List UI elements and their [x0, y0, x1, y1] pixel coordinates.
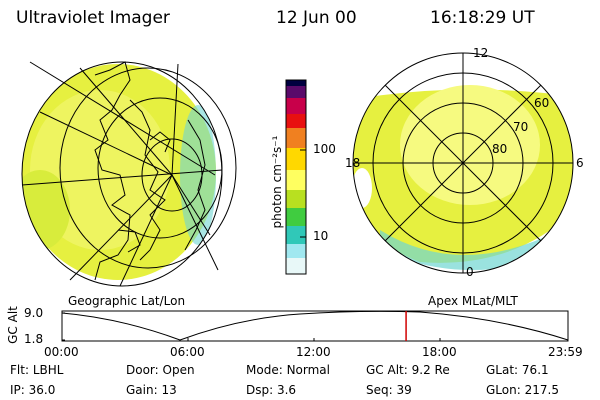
- coastlines: [94, 61, 206, 281]
- status-seq: Seq: 39: [366, 383, 412, 397]
- mlat-label-70: 70: [513, 120, 529, 134]
- mlt-label-bottom: 0: [466, 265, 474, 279]
- observation-date: 12 Jun 00: [276, 8, 357, 28]
- mlt-label-top: 12: [473, 46, 489, 60]
- time-tick-3: 18:00: [422, 345, 457, 359]
- status-filter: Flt: LBHL: [10, 363, 64, 377]
- instrument-title: Ultraviolet Imager: [16, 8, 170, 28]
- time-tick-1: 06:00: [170, 345, 205, 359]
- status-dsp: Dsp: 3.6: [246, 383, 297, 397]
- observation-time: 16:18:29 UT: [430, 8, 535, 28]
- mlat-label-80: 80: [492, 142, 508, 156]
- colorbar-unit-label: photon cm⁻²s⁻¹: [270, 135, 284, 229]
- polar-grid: [352, 52, 574, 274]
- altitude-axis-label: GC Alt: [5, 306, 20, 344]
- mlat-label-60: 60: [534, 96, 550, 110]
- time-tick-2: 12:00: [296, 345, 331, 359]
- geographic-caption: Geographic Lat/Lon: [68, 294, 186, 308]
- status-ip: IP: 36.0: [10, 383, 56, 397]
- status-glat: GLat: 76.1: [486, 363, 549, 377]
- status-gain: Gain: 13: [126, 383, 177, 397]
- polar-caption: Apex MLat/MLT: [428, 294, 518, 308]
- status-door: Door: Open: [126, 363, 195, 377]
- colorbar-tick-100: 100: [313, 142, 336, 156]
- time-tick-4: 23:59: [548, 345, 583, 359]
- geographic-grid: [21, 61, 237, 287]
- altitude-tick-high: 9.0: [24, 306, 44, 320]
- mlt-label-right: 6: [576, 156, 584, 170]
- status-gc-alt: GC Alt: 9.2 Re: [366, 363, 450, 377]
- altitude-plot: [61, 310, 569, 342]
- colorbar: [285, 79, 307, 275]
- status-mode: Mode: Normal: [246, 363, 330, 377]
- altitude-tick-low: 1.8: [24, 332, 44, 346]
- mlt-label-left: 18: [345, 156, 361, 170]
- colorbar-tick-10: 10: [313, 229, 329, 243]
- status-glon: GLon: 217.5: [486, 383, 559, 397]
- time-tick-0: 00:00: [44, 345, 79, 359]
